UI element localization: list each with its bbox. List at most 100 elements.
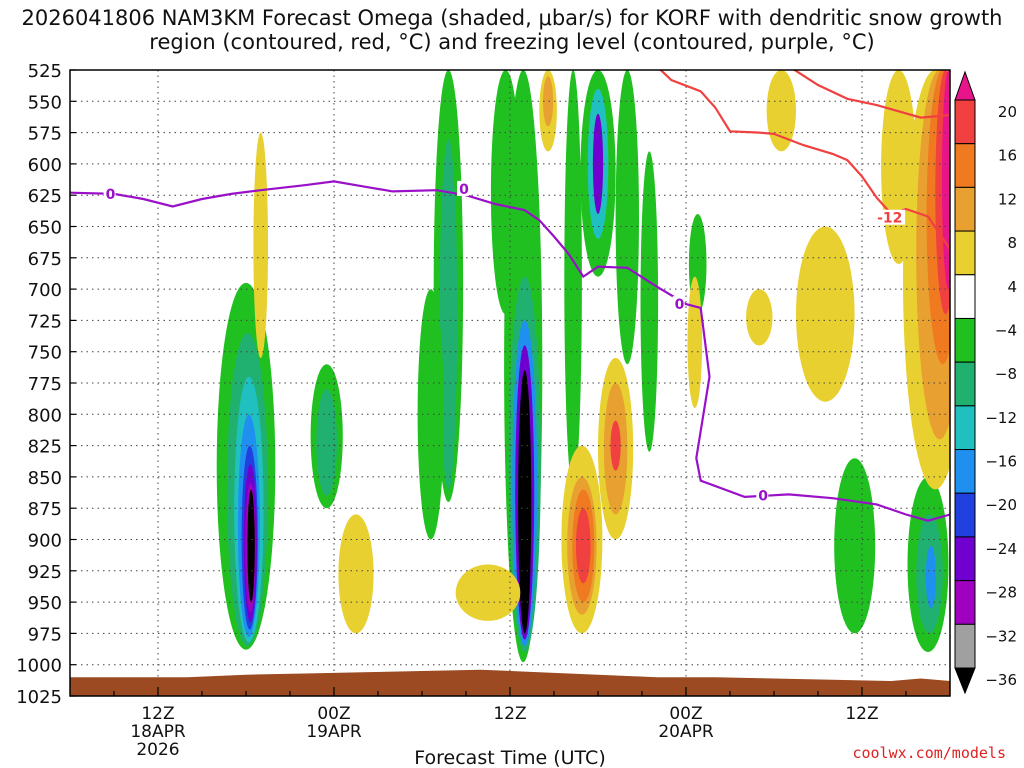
y-tick-label: 525 (28, 61, 62, 82)
colorbar-tick-label: −12 (985, 409, 1017, 427)
omega-region (543, 76, 554, 127)
colorbar-swatch (954, 492, 976, 538)
colorbar-swatch (954, 449, 976, 494)
omega-region (490, 70, 521, 315)
omega-region (640, 151, 659, 452)
colorbar-tick-label: 8 (1007, 234, 1017, 252)
x-tick-label: 20APR (658, 722, 714, 742)
y-tick-label: 750 (28, 343, 62, 364)
colorbar-tick-label: −24 (985, 540, 1017, 558)
y-tick-label: 900 (28, 531, 62, 552)
y-tick-label: 625 (28, 186, 62, 207)
x-tick-label: 00Z (669, 704, 702, 724)
colorbar-top-arrow (954, 70, 976, 101)
colorbar-tick-label: −32 (985, 627, 1017, 645)
omega-region (417, 289, 444, 540)
y-tick-label: 1025 (16, 687, 62, 708)
omega-region (247, 489, 255, 603)
freezing-level-label-bg (457, 180, 470, 196)
dgz-contour-label: -12 (877, 211, 902, 227)
colorbar-tick-label: −36 (985, 671, 1017, 689)
freezing-level-label: 0 (675, 297, 685, 313)
y-tick-label: 675 (28, 249, 62, 270)
colorbar-swatch (954, 361, 976, 407)
y-axis: 525 550 575 600 625 650 675 700 725 750 775 800 825 8… (16, 61, 76, 708)
x-tick-label: 12Z (141, 704, 174, 724)
omega-region (834, 458, 876, 634)
omega-region (615, 70, 639, 365)
omega-region (925, 545, 937, 609)
colorbar-swatch (954, 143, 976, 188)
freezing-level-label-bg (756, 487, 769, 503)
credit-text: coolwx.com/models (852, 744, 1006, 762)
y-tick-label: 1000 (16, 656, 62, 677)
x-tick-label: 00Z (317, 704, 350, 724)
colorbar-swatch (954, 623, 976, 669)
x-tick-label: 12Z (845, 704, 878, 724)
colorbar-swatch (954, 99, 976, 145)
omega-region (687, 276, 703, 408)
x-tick-label: 12Z (493, 704, 526, 724)
omega-region (941, 70, 950, 290)
terrain-fill (70, 669, 950, 696)
freezing-level-label-bg (103, 185, 116, 201)
y-tick-label: 800 (28, 405, 62, 426)
y-tick-label: 875 (28, 499, 62, 520)
omega-region (253, 132, 268, 358)
omega-region (796, 226, 855, 402)
colorbar-tick-label: −16 (985, 453, 1017, 471)
colorbar-tick-label: 16 (998, 147, 1017, 165)
colorbar-swatch (954, 405, 976, 451)
x-tick-label: 18APR (130, 722, 186, 742)
x-tick-label: 2026 (136, 740, 179, 760)
y-tick-label: 975 (28, 624, 62, 645)
omega-region (455, 564, 521, 621)
colorbar-swatch (954, 536, 976, 582)
omega-region (564, 70, 582, 490)
y-tick-label: 850 (28, 468, 62, 489)
y-tick-label: 575 (28, 124, 62, 145)
terrain (70, 669, 950, 696)
freezing-level-label-bg (672, 296, 685, 312)
omega-region (338, 514, 374, 634)
omega-region (746, 289, 773, 346)
contours: 0 0 0 0 -12 (70, 70, 950, 522)
dgz-contour-line (792, 70, 950, 119)
colorbar-swatch (954, 186, 976, 232)
colorbar-tick-label: −8 (995, 365, 1017, 383)
y-tick-label: 775 (28, 374, 62, 395)
freezing-level-label: 0 (106, 187, 116, 203)
y-tick-label: 725 (28, 311, 62, 332)
y-tick-label: 650 (28, 218, 62, 239)
y-tick-label: 550 (28, 92, 62, 113)
x-tick-label: 19APR (306, 722, 362, 742)
colorbar-tick-label: 4 (1007, 278, 1017, 296)
colorbar-tick-label: −4 (995, 321, 1017, 339)
colorbar-swatch (954, 230, 976, 276)
y-tick-label: 700 (28, 280, 62, 301)
omega-shading (216, 70, 950, 663)
omega-region (518, 370, 532, 634)
omega-region (316, 389, 338, 496)
colorbar: 20 16 12 8 4 −4 −8 −12 −16 −20 −24 −28 −32 −36 (954, 70, 1017, 695)
colorbar-tick-label: 20 (998, 103, 1017, 121)
chart-title: 2026041806 NAM3KM Forecast Omega (shaded… (21, 6, 1003, 54)
omega-region (576, 508, 591, 584)
colorbar-swatch (954, 580, 976, 625)
freezing-level-label: 0 (459, 182, 469, 198)
grid (70, 70, 950, 696)
dgz-contour-label-bg (875, 209, 906, 225)
colorbar-tick-label: −28 (985, 584, 1017, 602)
y-tick-label: 950 (28, 593, 62, 614)
colorbar-swatch (954, 317, 976, 363)
freezing-level-label: 0 (758, 489, 768, 505)
x-axis-label: Forecast Time (UTC) (414, 747, 605, 768)
y-tick-label: 600 (28, 155, 62, 176)
colorbar-swatch (954, 274, 976, 319)
y-tick-label: 925 (28, 562, 62, 583)
colorbar-bottom-arrow (954, 667, 976, 695)
colorbar-tick-label: 12 (998, 190, 1017, 208)
y-tick-label: 825 (28, 437, 62, 458)
